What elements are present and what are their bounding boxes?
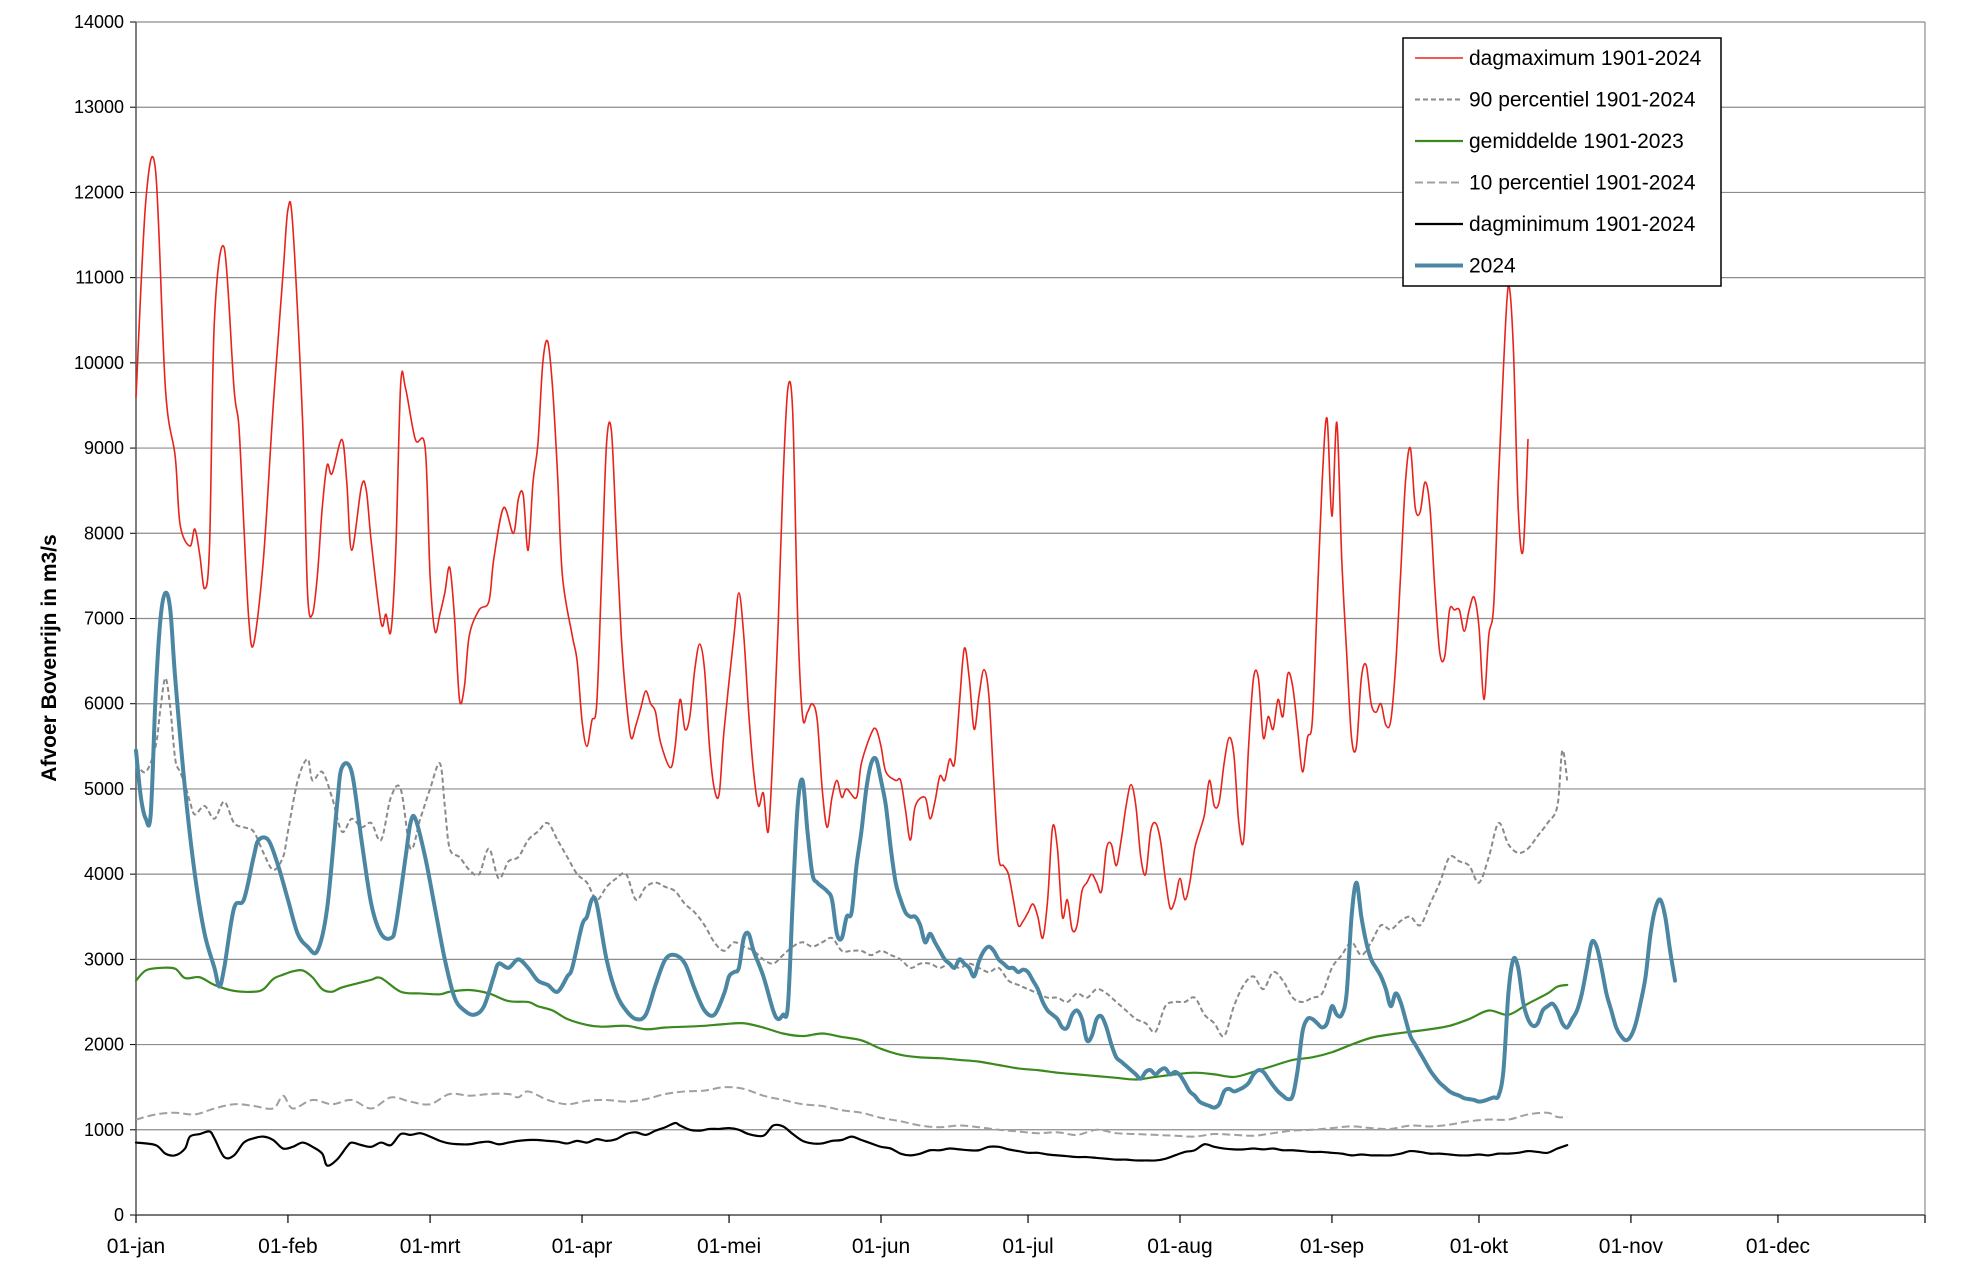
y-tick-label: 3000	[84, 949, 124, 969]
y-tick-label: 6000	[84, 694, 124, 714]
x-tick-label: 01-feb	[258, 1235, 318, 1258]
gridlines	[136, 21, 1925, 1216]
x-tick-label: 01-aug	[1147, 1235, 1212, 1258]
series-lines	[134, 155, 1678, 1167]
y-tick-label: 1000	[84, 1120, 124, 1140]
x-tick-label: 01-dec	[1746, 1235, 1810, 1258]
axes: 0 1000 2000 3000 4000 5000 6000 7000 8000 9000 100…	[74, 12, 1926, 1258]
x-tick-label: 01-mrt	[400, 1235, 461, 1258]
x-tick-label: 01-okt	[1450, 1235, 1509, 1258]
x-tick-label: 01-sep	[1300, 1235, 1364, 1258]
legend-box	[1402, 37, 1722, 287]
x-tick-label: 01-jul	[1002, 1235, 1053, 1258]
legend-label: gemiddelde 1901-2023	[1469, 130, 1684, 153]
y-tick-label: 0	[114, 1205, 124, 1225]
legend-label: 90 percentiel 1901-2024	[1469, 89, 1696, 112]
series-line-10	[135, 1086, 1568, 1138]
y-tick-label: 7000	[84, 609, 124, 629]
y-tick-label: 13000	[74, 97, 124, 117]
y-tick-label: 14000	[74, 12, 124, 32]
legend-label: 10 percentiel 1901-2024	[1469, 172, 1696, 195]
series-line-2024	[134, 590, 1678, 1110]
y-tick-label: 10000	[74, 353, 124, 373]
y-tick-label: 9000	[84, 438, 124, 458]
y-tick-label: 2000	[84, 1035, 124, 1055]
series-line-dagminimum	[134, 1121, 1569, 1167]
y-tick-label: 5000	[84, 779, 124, 799]
y-tick-label: 12000	[74, 182, 124, 202]
legend-label: dagmaximum 1901-2024	[1469, 47, 1702, 70]
legend-label: 2024	[1469, 255, 1516, 278]
x-tick-label: 01-mei	[697, 1235, 761, 1258]
y-axis-label: Afvoer Bovenrijn in m3/s	[38, 534, 61, 781]
x-tick-label: 01-jan	[107, 1235, 165, 1258]
x-tick-label: 01-nov	[1599, 1235, 1664, 1258]
y-tick-label: 11000	[75, 268, 124, 288]
x-tick-label: 01-jun	[852, 1235, 910, 1258]
legend: dagmaximum 1901-2024 90 percentiel 1901-2…	[1402, 37, 1722, 287]
legend-label: dagminimum 1901-2024	[1469, 213, 1696, 236]
y-tick-label: 8000	[84, 523, 124, 543]
x-tick-label: 01-apr	[552, 1235, 613, 1258]
series-line-gemiddelde	[134, 966, 1569, 1081]
y-tick-label: 4000	[84, 864, 124, 884]
series-line-dagmaximum	[135, 155, 1529, 939]
